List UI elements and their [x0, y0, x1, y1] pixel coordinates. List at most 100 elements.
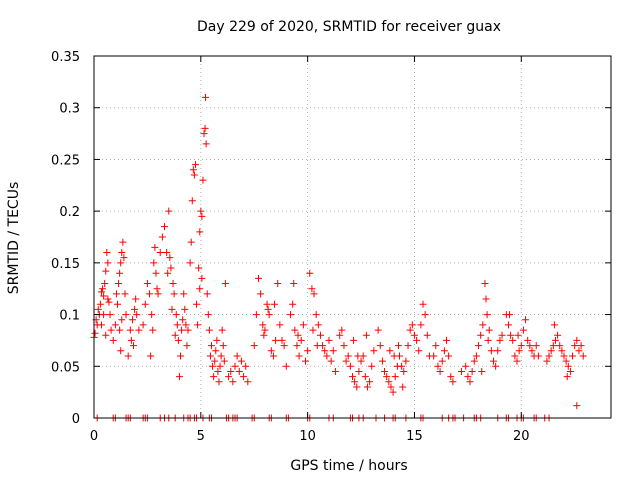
data-point: [252, 311, 260, 319]
data-point: [370, 347, 378, 355]
data-point: [524, 336, 532, 344]
data-point: [174, 336, 182, 344]
data-point: [193, 300, 201, 308]
data-point: [102, 331, 110, 339]
data-point: [389, 388, 397, 396]
data-point: [399, 383, 407, 391]
data-point: [152, 269, 160, 277]
data-points: [90, 93, 587, 422]
data-point: [184, 326, 192, 334]
data-point: [215, 378, 223, 386]
data-point: [282, 362, 290, 370]
data-point: [195, 264, 203, 272]
data-point: [577, 342, 585, 350]
data-point: [363, 383, 371, 391]
data-point: [383, 373, 391, 381]
data-point: [186, 259, 194, 267]
data-point: [264, 305, 272, 313]
data-point: [213, 336, 221, 344]
data-point: [504, 321, 512, 329]
data-point: [362, 331, 370, 339]
x-tick-label: 10: [299, 429, 316, 444]
data-point: [141, 300, 149, 308]
data-point: [177, 352, 185, 360]
data-point: [543, 357, 551, 365]
data-point: [269, 352, 277, 360]
data-point: [478, 367, 486, 375]
data-point: [124, 352, 132, 360]
data-point: [202, 140, 210, 148]
data-point: [169, 280, 177, 288]
data-point: [209, 362, 217, 370]
data-point: [417, 321, 425, 329]
data-point: [164, 269, 172, 277]
data-point: [361, 373, 369, 381]
data-point: [564, 362, 572, 370]
data-point: [579, 352, 587, 360]
y-tick-label: 0.35: [51, 50, 80, 65]
data-point: [400, 367, 408, 375]
data-point: [265, 311, 273, 319]
data-point: [357, 357, 365, 365]
data-point: [297, 336, 305, 344]
data-point: [183, 342, 191, 350]
data-point: [178, 326, 186, 334]
data-point: [402, 357, 410, 365]
data-point: [350, 336, 358, 344]
data-point: [104, 295, 112, 303]
data-point: [276, 321, 284, 329]
data-point: [91, 329, 99, 337]
data-point: [96, 300, 104, 308]
data-point: [100, 292, 108, 300]
data-point: [151, 243, 159, 251]
data-point: [135, 326, 143, 334]
data-point: [237, 357, 245, 365]
data-point: [259, 321, 267, 329]
data-point: [481, 280, 489, 288]
data-point: [146, 290, 154, 298]
data-point: [528, 347, 536, 355]
data-point: [188, 197, 196, 205]
data-point: [131, 305, 139, 313]
data-point: [485, 326, 493, 334]
data-point: [208, 342, 215, 350]
data-point: [378, 357, 386, 365]
data-point: [519, 326, 527, 334]
data-point: [139, 321, 147, 329]
data-point: [200, 130, 208, 138]
data-point: [484, 336, 492, 344]
x-tick-label: 0: [90, 429, 98, 444]
data-point: [196, 285, 204, 293]
data-point: [421, 311, 429, 319]
data-point: [323, 352, 331, 360]
data-point: [104, 259, 112, 267]
y-tick-label: 0.2: [59, 205, 80, 220]
x-tick-label: 20: [513, 429, 530, 444]
data-point: [310, 290, 318, 298]
data-point: [492, 362, 500, 370]
data-point: [387, 383, 395, 391]
data-point: [172, 311, 180, 319]
data-point: [149, 326, 157, 334]
data-point: [272, 336, 280, 344]
data-point: [349, 373, 356, 381]
data-point: [526, 342, 534, 350]
data-point: [549, 342, 557, 350]
data-point: [133, 311, 141, 319]
data-point: [117, 347, 125, 355]
data-point: [107, 326, 115, 334]
data-point: [368, 362, 376, 370]
data-point: [563, 373, 571, 381]
data-point: [340, 342, 348, 350]
data-point: [293, 342, 301, 350]
data-point: [274, 280, 282, 288]
data-point: [114, 300, 121, 308]
data-point: [482, 295, 490, 303]
data-point: [575, 347, 583, 355]
data-point: [558, 347, 566, 355]
data-point: [166, 254, 174, 262]
y-axis-label: SRMTID / TECUs: [6, 182, 22, 295]
data-point: [127, 336, 135, 344]
